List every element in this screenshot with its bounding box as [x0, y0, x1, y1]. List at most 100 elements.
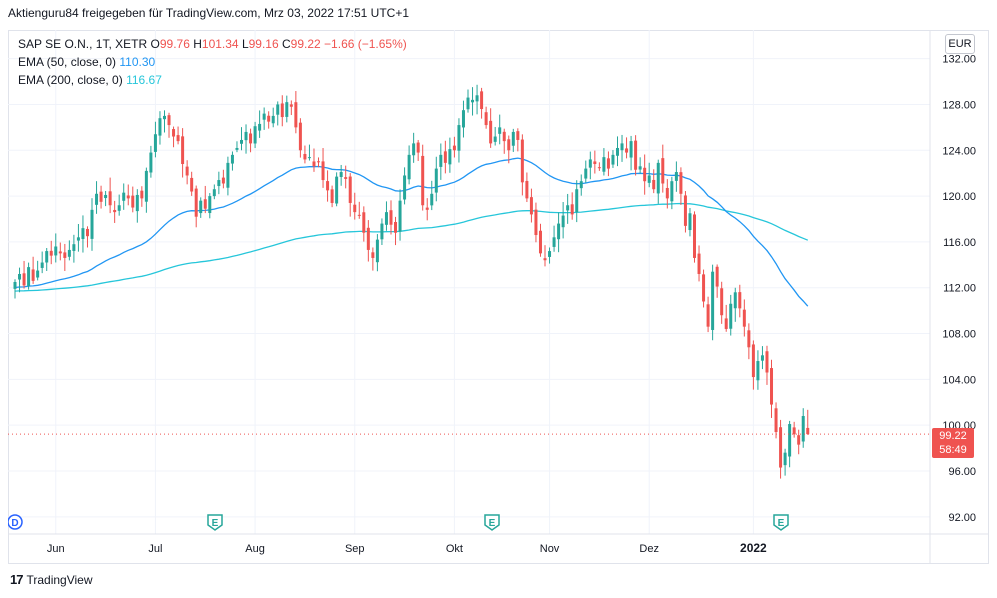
candle-body — [190, 177, 194, 192]
candle-body — [140, 190, 144, 199]
candle-body — [181, 136, 185, 165]
candle-body — [683, 195, 687, 226]
candle-body — [647, 175, 651, 183]
candle-body — [330, 189, 334, 203]
candle — [384, 201, 388, 231]
candle-body — [81, 228, 85, 239]
tradingview-footer[interactable]: 17 TradingView — [10, 572, 93, 587]
candle — [434, 156, 438, 202]
candle-body — [217, 180, 221, 187]
candle — [22, 260, 26, 289]
candle — [602, 148, 606, 176]
candle — [108, 177, 112, 214]
ema200-path — [14, 202, 809, 292]
candle-body — [36, 270, 40, 278]
candle-body — [276, 104, 280, 115]
candle — [244, 124, 248, 154]
candle-body — [792, 427, 796, 435]
candle — [575, 180, 579, 223]
candle — [760, 346, 764, 370]
symbol-name[interactable]: SAP SE O.N., 1T, XETR — [18, 37, 148, 51]
candle — [230, 151, 234, 171]
currency-button[interactable]: EUR — [945, 34, 975, 54]
candlesticks — [13, 84, 810, 479]
candle-body — [615, 147, 619, 156]
candle-body — [389, 210, 393, 225]
candle — [357, 201, 361, 219]
price-tick-label: 124.00 — [942, 145, 976, 157]
candle-body — [756, 361, 760, 381]
candle-body — [625, 148, 629, 153]
dividend-marker-icon[interactable]: D — [8, 514, 23, 530]
candle-body — [788, 424, 792, 457]
candle-body — [122, 192, 126, 201]
candle — [172, 126, 176, 148]
candle — [638, 157, 642, 174]
close-label: C — [282, 37, 291, 51]
candle-body — [765, 351, 769, 373]
ema200-value: 116.67 — [126, 73, 162, 87]
candle-body — [366, 227, 370, 250]
price-tick-label: 104.00 — [942, 374, 976, 386]
candle — [362, 206, 366, 242]
candle — [149, 145, 153, 178]
candle-body — [611, 154, 615, 165]
candle-body — [194, 188, 198, 217]
candle-body — [362, 212, 366, 233]
candle — [40, 251, 44, 274]
candle — [629, 135, 633, 171]
price-chart[interactable]: 92.0096.00100.00104.00108.00112.00116.00… — [8, 30, 989, 564]
candle-body — [507, 139, 511, 151]
candle — [511, 128, 515, 152]
candle-body — [117, 205, 121, 211]
candle-body — [448, 149, 452, 165]
candle-body — [212, 189, 216, 197]
candle — [326, 170, 330, 202]
candle-body — [403, 175, 407, 200]
candle — [76, 224, 80, 252]
candle-body — [326, 181, 330, 191]
candle — [307, 144, 311, 161]
candle-body — [688, 213, 692, 231]
candle-body — [475, 95, 479, 102]
candle — [190, 171, 194, 196]
candle — [235, 141, 239, 153]
candle-body — [407, 154, 411, 180]
legend-ema50-row[interactable]: EMA (50, close, 0) 110.30 — [18, 53, 407, 71]
candle-body — [439, 154, 443, 167]
candle — [489, 108, 493, 148]
candle-body — [335, 176, 339, 204]
candle-body — [697, 253, 701, 274]
candle — [588, 151, 592, 180]
candle-body — [779, 427, 783, 468]
earnings-marker-icon[interactable]: E — [207, 514, 223, 531]
candle — [99, 185, 103, 209]
price-tick-label: 132.00 — [942, 54, 976, 66]
earnings-marker-icon[interactable]: E — [484, 514, 500, 531]
bar-countdown: 58:49 — [939, 444, 967, 456]
chart-attribution: Aktienguru84 freigegeben für TradingView… — [8, 6, 410, 20]
candle-body — [656, 162, 660, 194]
candle-body — [307, 157, 311, 159]
earnings-marker-icon[interactable]: E — [773, 514, 789, 531]
candle-body — [135, 194, 139, 212]
candle-body — [461, 110, 465, 128]
candle-body — [271, 115, 275, 124]
candle-body — [13, 282, 17, 289]
close-value: 99.22 — [290, 37, 321, 51]
candle — [439, 143, 443, 180]
candle — [330, 185, 334, 208]
candle-body — [54, 246, 58, 256]
time-tick-label: Sep — [345, 543, 365, 555]
candle-body — [298, 122, 302, 151]
candle-body — [742, 309, 746, 327]
candle-body — [339, 172, 343, 177]
legend-ema200-row[interactable]: EMA (200, close, 0) 116.67 — [18, 71, 407, 89]
candle-body — [412, 143, 416, 156]
candle — [611, 150, 615, 168]
candle — [366, 220, 370, 262]
time-tick-label: 2022 — [740, 541, 767, 555]
candle-body — [629, 141, 633, 158]
candle-body — [597, 167, 601, 169]
